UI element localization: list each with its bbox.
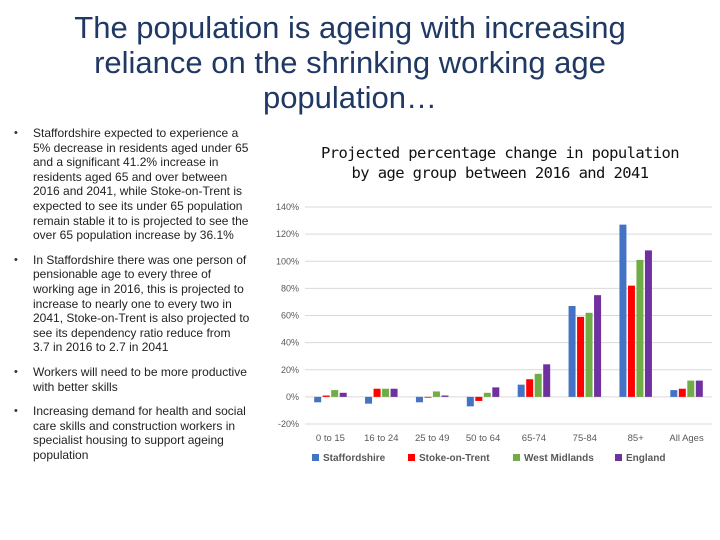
bullet-item: • Workers will need to be more productive… [14,365,250,394]
chart-title: Projected percentage change in populatio… [315,143,685,183]
legend-swatch [408,454,415,461]
bar [594,295,602,397]
bar [687,380,695,397]
bar [390,388,398,397]
bar [424,396,432,398]
slide-title-line-2: reliance on the shrinking working age [94,45,606,80]
bar [670,390,678,397]
x-tick-label: 50 to 64 [466,433,500,444]
bullet-text: Workers will need to be more productive … [33,364,247,394]
bar [644,250,652,397]
x-tick-label: 65-74 [522,433,546,444]
bar [314,396,322,403]
y-tick-label: 20% [281,365,299,375]
slide-title-line-1: The population is ageing with increasing [74,10,626,45]
slide-title: The population is ageing with increasing… [20,10,680,115]
y-tick-label: -20% [278,419,299,429]
bar [636,259,644,397]
y-tick-label: 140% [276,202,299,212]
chart-title-line-2: by age group between 2016 and 2041 [351,164,649,182]
bullet-marker: • [14,127,18,139]
y-tick-label: 120% [276,229,299,239]
bar [543,364,551,397]
bar [331,390,339,397]
bullet-text: Increasing demand for health and social … [33,404,246,462]
x-tick-label: 75-84 [573,433,597,444]
legend-swatch [615,454,622,461]
bullet-marker: • [14,253,18,266]
y-tick-label: 60% [281,311,299,321]
bar [517,384,525,397]
legend-label: West Midlands [524,453,594,464]
bar [432,391,440,397]
bar [322,395,330,397]
bullet-item: • Staffordshire expected to experience a … [14,126,250,243]
bar [585,312,593,397]
x-tick-label: 25 to 49 [415,433,449,444]
x-tick-label: 16 to 24 [364,433,398,444]
x-tick-label: 85+ [628,433,645,444]
bar [695,380,703,397]
bar [492,387,500,397]
bar [577,316,585,397]
bullet-marker: • [14,365,18,378]
bar [382,388,390,397]
bar [526,379,534,397]
bar [619,224,627,397]
x-tick-label: All Ages [669,433,704,444]
y-tick-label: 40% [281,338,299,348]
y-tick-label: 80% [281,283,299,293]
bar [568,306,576,397]
bullet-item: • In Staffordshire there was one person o… [14,253,250,355]
bar [483,392,491,397]
bullet-item: • Increasing demand for health and social… [14,404,250,462]
legend-swatch [312,454,319,461]
bullet-marker: • [14,405,18,418]
bar [365,396,373,404]
legend-label: Stoke-on-Trent [419,453,490,464]
chart-title-line-1: Projected percentage change in populatio… [320,144,680,162]
bar [466,396,474,407]
bar [627,285,635,397]
bullet-text: In Staffordshire there was one person of… [33,252,250,355]
bullet-list: • Staffordshire expected to experience a … [14,126,250,472]
y-tick-label: 100% [276,256,299,266]
bar [415,396,423,403]
bar [678,388,686,397]
y-tick-label: 0% [286,392,299,402]
legend-label: England [626,453,665,464]
bar [534,373,542,397]
bullet-text: Staffordshire expected to experience a 5… [33,126,249,243]
legend-label: Staffordshire [323,453,386,464]
bar [475,396,483,401]
slide-title-line-3: population… [262,80,438,115]
bar [373,388,381,397]
bar [339,392,347,397]
legend-swatch [513,454,520,461]
bar-chart: -20% 0% 20% 40% 60% 80% 100% 120% 140% 0 to 15 16 … [276,202,712,464]
x-tick-label: 0 to 15 [316,433,345,444]
bar [441,395,449,397]
